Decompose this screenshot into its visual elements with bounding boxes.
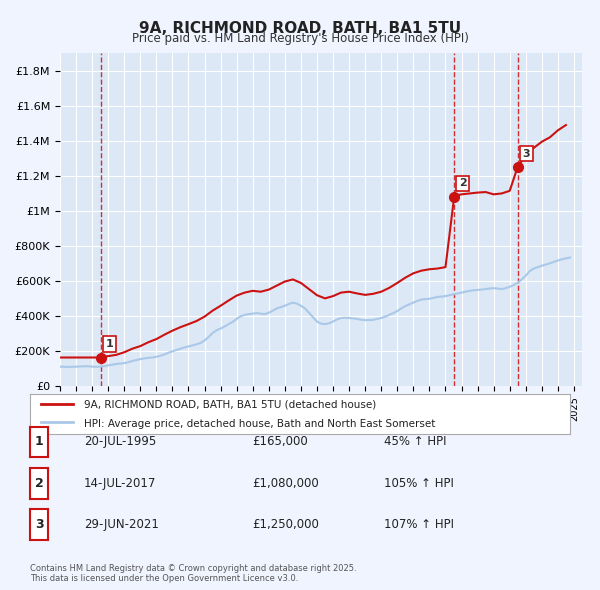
Text: 2: 2 [35,477,43,490]
Text: 3: 3 [35,518,43,531]
Text: £1,080,000: £1,080,000 [252,477,319,490]
Text: HPI: Average price, detached house, Bath and North East Somerset: HPI: Average price, detached house, Bath… [84,419,436,428]
Text: Price paid vs. HM Land Registry's House Price Index (HPI): Price paid vs. HM Land Registry's House … [131,32,469,45]
Text: 107% ↑ HPI: 107% ↑ HPI [384,518,454,531]
Text: 20-JUL-1995: 20-JUL-1995 [84,435,156,448]
Text: 2: 2 [459,178,467,188]
Text: 29-JUN-2021: 29-JUN-2021 [84,518,159,531]
Text: 1: 1 [106,339,113,349]
Text: 9A, RICHMOND ROAD, BATH, BA1 5TU (detached house): 9A, RICHMOND ROAD, BATH, BA1 5TU (detach… [84,400,376,410]
Text: 1: 1 [35,435,43,448]
Text: 45% ↑ HPI: 45% ↑ HPI [384,435,446,448]
Text: 14-JUL-2017: 14-JUL-2017 [84,477,157,490]
Text: £1,250,000: £1,250,000 [252,518,319,531]
Text: 3: 3 [523,149,530,159]
Text: 105% ↑ HPI: 105% ↑ HPI [384,477,454,490]
Text: £165,000: £165,000 [252,435,308,448]
Text: 9A, RICHMOND ROAD, BATH, BA1 5TU: 9A, RICHMOND ROAD, BATH, BA1 5TU [139,21,461,35]
Text: Contains HM Land Registry data © Crown copyright and database right 2025.
This d: Contains HM Land Registry data © Crown c… [30,563,356,583]
